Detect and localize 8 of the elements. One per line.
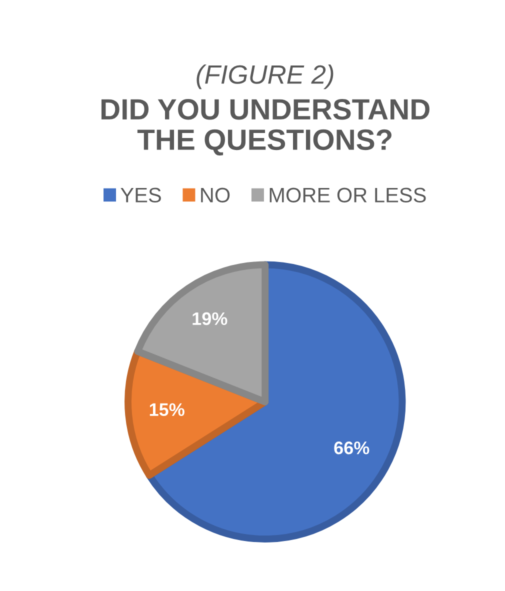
legend-label: YES	[120, 188, 161, 202]
legend-label: MORE OR LESS	[270, 188, 426, 202]
data-label: 15%	[150, 403, 184, 416]
data-label: 19%	[192, 312, 228, 326]
chart-subtitle: (FIGURE 2)	[196, 64, 334, 90]
chart-title: DID YOU UNDERSTAND THE QUESTIONS?	[102, 99, 430, 156]
legend-label: NO	[201, 188, 230, 202]
data-label: 66%	[334, 442, 370, 454]
